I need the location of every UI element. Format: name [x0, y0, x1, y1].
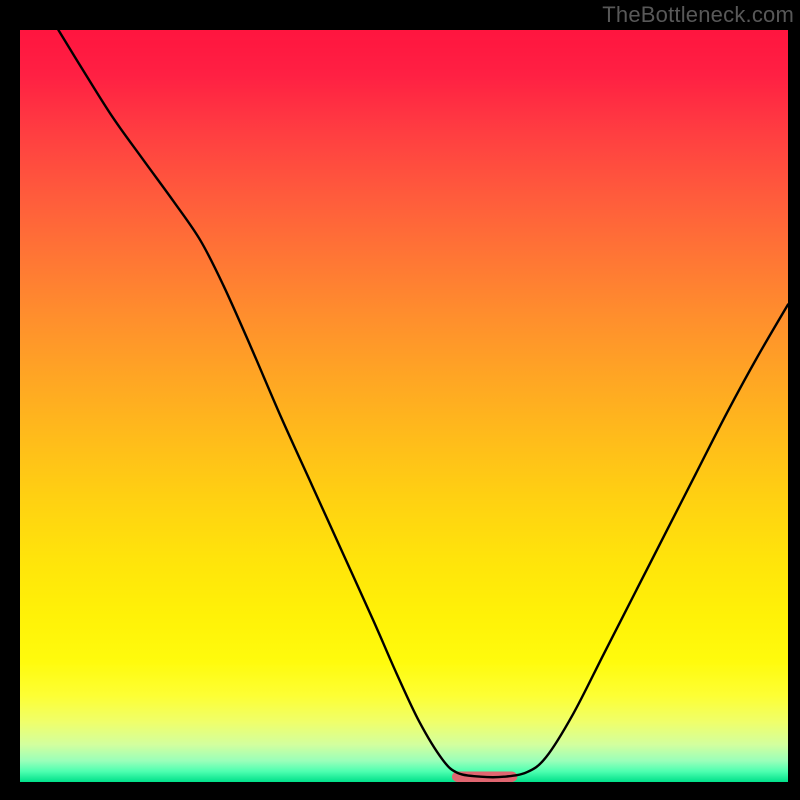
- gradient-panel: [20, 30, 788, 782]
- watermark-text: TheBottleneck.com: [602, 2, 794, 28]
- bottleneck-chart: [0, 0, 800, 800]
